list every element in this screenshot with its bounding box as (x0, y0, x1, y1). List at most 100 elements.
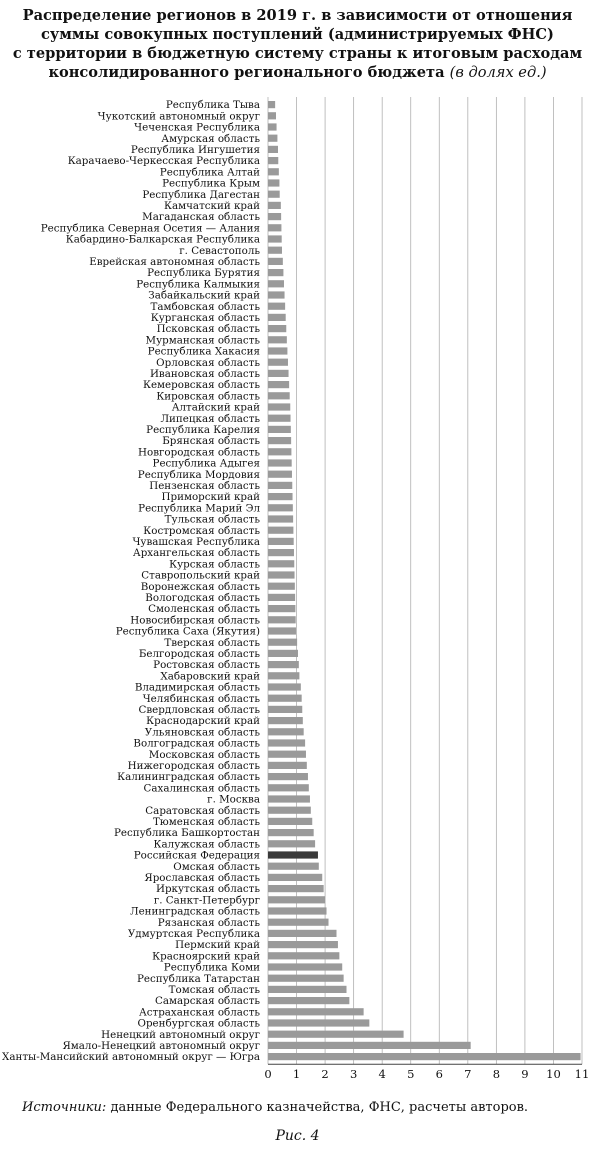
category-label: Костромская область (143, 525, 260, 537)
x-tick-label: 6 (436, 1067, 443, 1081)
source-text: данные Федерального казначейства, ФНС, р… (110, 1100, 529, 1115)
chart-title: Распределение регионов в 2019 г. в завис… (8, 6, 587, 82)
bar (268, 683, 301, 691)
bar (268, 840, 316, 848)
category-label: Иркутская область (156, 883, 260, 895)
x-tick-label: 3 (350, 1067, 357, 1081)
category-label: Оренбургская область (138, 1018, 261, 1030)
category-label: Ненецкий автономный округ (101, 1029, 260, 1041)
x-tick-label: 0 (264, 1067, 271, 1081)
bar (268, 470, 292, 478)
bar (268, 493, 293, 501)
bar (268, 358, 288, 366)
bar (268, 929, 337, 937)
category-label: Чукотский автономный округ (98, 110, 260, 122)
x-tick-label: 11 (575, 1067, 590, 1081)
bar (268, 862, 319, 870)
bar (268, 157, 279, 165)
x-tick-label: 4 (379, 1067, 386, 1081)
category-label: г. Москва (207, 794, 260, 806)
category-label: Ямало-Ненецкий автономный округ (62, 1040, 260, 1052)
bar (268, 1041, 471, 1049)
category-label: Ярославская область (144, 872, 260, 884)
x-tick-label: 7 (464, 1067, 471, 1081)
category-label: г. Санкт-Петербург (154, 894, 260, 906)
category-label: Республика Коми (164, 962, 260, 974)
category-label: Саратовская область (145, 805, 260, 817)
bar (268, 549, 294, 557)
bar (268, 313, 286, 321)
bar (268, 190, 280, 198)
category-label: Белгородская область (139, 648, 261, 660)
category-label: Кемеровская область (143, 379, 260, 391)
category-label: Кировская область (156, 390, 260, 402)
category-label: Республика Дагестан (142, 189, 260, 201)
category-label: Республика Башкортостан (114, 827, 260, 839)
category-label: Удмуртская Республика (128, 928, 260, 940)
bar (268, 369, 289, 377)
title-units: (в долях ед.) (449, 64, 547, 81)
x-tick-label: 2 (321, 1067, 328, 1081)
bar (268, 515, 294, 523)
bars (268, 101, 581, 1061)
category-label: Республика Тыва (166, 99, 260, 111)
bar (268, 896, 326, 904)
category-label: Амурская область (161, 133, 260, 145)
bar (268, 179, 280, 187)
category-label: Приморский край (162, 491, 261, 503)
bar (268, 806, 311, 814)
bar (268, 829, 314, 837)
category-label: Чеченская Республика (134, 122, 260, 134)
bar (268, 784, 309, 792)
bar (268, 168, 279, 176)
bar (268, 459, 292, 467)
bar (268, 145, 278, 153)
bar (268, 437, 292, 445)
category-label: Калужская область (154, 838, 261, 850)
category-label: Пермский край (175, 939, 260, 951)
bar (268, 739, 306, 747)
category-label: Магаданская область (142, 211, 260, 223)
bar (268, 560, 295, 568)
category-label: Новгородская область (138, 446, 260, 458)
category-label: Республика Ингушетия (131, 144, 260, 156)
bar (268, 224, 282, 232)
category-label: Омская область (173, 861, 260, 873)
category-label: Томская область (169, 984, 261, 996)
category-label: г. Севастополь (179, 245, 260, 257)
bar (268, 246, 282, 254)
bar (268, 235, 282, 243)
category-label: Республика Адыгея (153, 458, 260, 470)
bar (268, 347, 288, 355)
title-line-2: суммы совокупных поступлений (администри… (41, 26, 554, 43)
bar (268, 638, 298, 646)
bar (268, 773, 308, 781)
bar (268, 616, 296, 624)
bar (268, 537, 294, 545)
x-tick-labels: 0 1 2 3 4 5 6 7 8 9 10 11 (264, 1067, 589, 1081)
category-label: Республика Хакасия (148, 346, 260, 358)
bar (268, 918, 329, 926)
bar (268, 593, 296, 601)
bar (268, 336, 287, 344)
category-label: Пензенская область (149, 480, 260, 492)
bar (268, 269, 284, 277)
bar (268, 134, 278, 142)
figure-caption: Рис. 4 (275, 1128, 320, 1144)
bar (268, 974, 344, 982)
category-label: Самарская область (155, 995, 260, 1007)
bar (268, 997, 350, 1005)
bar (268, 985, 347, 993)
category-label: Орловская область (156, 357, 260, 369)
category-label: Московская область (149, 749, 261, 761)
bar (268, 1019, 370, 1027)
category-label: Хабаровский край (160, 670, 260, 682)
bar (268, 649, 298, 657)
source-label: Источники: (22, 1100, 107, 1115)
bar (268, 705, 303, 713)
bar (268, 1030, 404, 1038)
category-label: Краснодарский край (146, 715, 260, 727)
category-label: Кабардино-Балкарская Республика (66, 234, 260, 246)
bar (268, 571, 295, 579)
